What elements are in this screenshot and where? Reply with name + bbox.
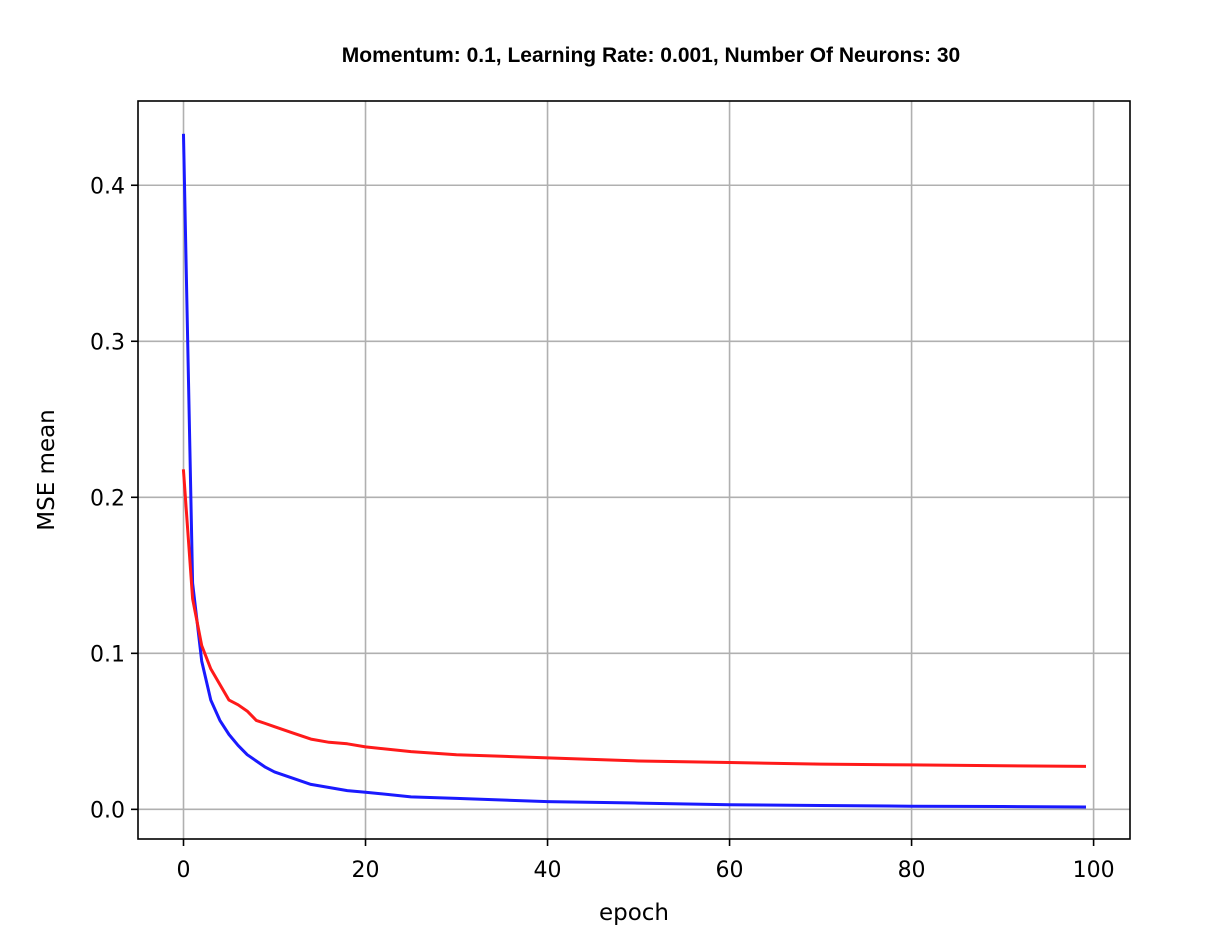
y-tick-label: 0.2 [90,486,125,511]
x-tick-label: 80 [898,858,926,883]
plot-frame [137,100,1131,840]
x-tick-label: 0 [177,858,191,883]
grid [138,101,1130,839]
x-tick-label: 100 [1073,858,1115,883]
y-tick-label: 0.3 [90,330,125,355]
x-tick-label: 40 [534,858,562,883]
x-axis-label: epoch [599,900,669,926]
series-line-0 [181,133,1087,809]
y-axis: 0.0 0.1 0.2 0.3 0.4 [90,174,138,823]
x-axis: 0 20 40 60 80 100 [177,839,1115,883]
x-tick-label: 60 [716,858,744,883]
y-tick-label: 0.0 [90,798,125,823]
series-group [181,133,1087,809]
y-axis-label: MSE mean [34,409,60,531]
chart-title: Momentum: 0.1, Learning Rate: 0.001, Num… [342,44,960,67]
y-tick-label: 0.1 [90,642,125,667]
series-line-1 [181,469,1087,768]
x-tick-label: 20 [352,858,380,883]
y-tick-label: 0.4 [90,174,125,199]
